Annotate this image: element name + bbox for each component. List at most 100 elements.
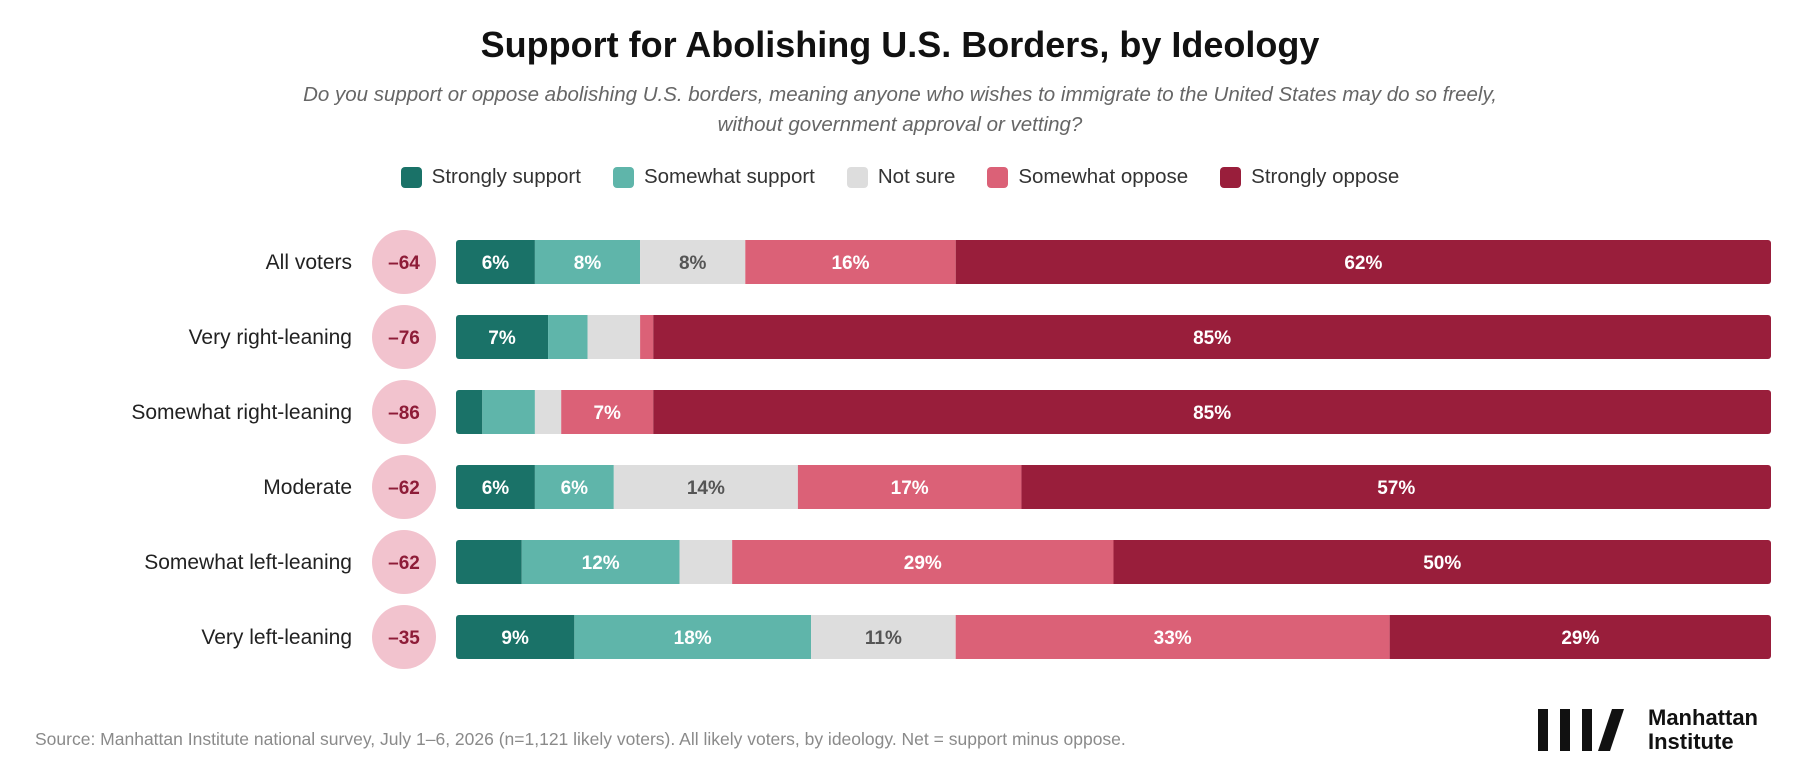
data-label-strongly-support: 7% (488, 328, 516, 349)
legend-label-not-sure: Not sure (877, 165, 956, 188)
source-note: Source: Manhattan Institute national sur… (35, 729, 1126, 749)
four-slash-bars-icon (1538, 709, 1624, 751)
data-label-strongly-support: 6% (482, 253, 510, 274)
bar-segment-somewhat-oppose (640, 315, 654, 359)
bar-segment-strongly-oppose (955, 240, 1771, 284)
legend-item-somewhat-oppose: Somewhat oppose (987, 165, 1188, 189)
category-label: Very left-leaning (201, 626, 352, 649)
net-value-label: –64 (388, 253, 420, 274)
bar-segment-somewhat-support (534, 465, 614, 509)
net-badge (372, 455, 436, 519)
legend-label-strongly-support: Strongly support (431, 165, 581, 188)
data-label-somewhat-oppose: 7% (593, 403, 621, 424)
data-label-somewhat-oppose: 17% (891, 478, 929, 499)
manhattan-institute-logo: Manhattan Institute (1538, 706, 1758, 754)
category-label: Somewhat right-leaning (131, 401, 352, 424)
bar-segment-somewhat-oppose (745, 240, 956, 284)
data-label-not-sure: 14% (687, 478, 725, 499)
bar-segment-somewhat-oppose (561, 390, 654, 434)
legend-label-strongly-oppose: Strongly oppose (1251, 165, 1400, 188)
data-label-strongly-oppose: 57% (1377, 478, 1415, 499)
data-label-strongly-support: 9% (501, 628, 529, 649)
bar-segment-strongly-oppose (1021, 465, 1771, 509)
legend-item-strongly-support: Strongly support (400, 165, 581, 189)
data-label-strongly-oppose: 85% (1193, 403, 1231, 424)
net-badge (372, 305, 436, 369)
net-badge (372, 380, 436, 444)
chart-legend: Strongly support Somewhat support Not su… (0, 165, 1800, 189)
bar-segment-not-sure (640, 240, 746, 284)
bar-segment-strongly-oppose (653, 390, 1771, 434)
legend-item-strongly-oppose: Strongly oppose (1220, 165, 1399, 189)
logo-text: Manhattan Institute (1648, 706, 1758, 754)
bar-segment-somewhat-oppose (732, 540, 1114, 584)
bar-row-moderate: Moderate –62 6% 6% 14% 17% 57% (263, 455, 1771, 519)
legend-swatch-not-sure (846, 166, 868, 188)
bar-segment-somewhat-oppose (955, 615, 1390, 659)
net-value-label: –62 (388, 478, 420, 499)
bar-row-very-left-leaning: Very left-leaning –35 9% 18% 11% 33% 29% (201, 605, 1771, 669)
bar-row-somewhat-left-leaning: Somewhat left-leaning –62 12% 29% 50% (144, 530, 1771, 594)
data-label-somewhat-support: 12% (582, 553, 620, 574)
legend-swatch-somewhat-oppose (987, 166, 1009, 188)
bar-segment-not-sure (587, 315, 641, 359)
legend-swatch-strongly-support (400, 166, 422, 188)
bar-row-all-voters: All voters –64 6% 8% 8% 16% 62% (266, 230, 1771, 294)
net-badge (372, 530, 436, 594)
bar-segment-not-sure (534, 390, 562, 434)
legend-label-somewhat-support: Somewhat support (643, 165, 815, 188)
bar-segment-somewhat-support (534, 240, 641, 284)
legend-item-not-sure: Not sure (846, 165, 956, 189)
data-label-not-sure: 11% (865, 628, 902, 649)
logo-line-2: Institute (1648, 729, 1734, 754)
bar-segment-somewhat-oppose (797, 465, 1022, 509)
data-label-somewhat-oppose: 33% (1154, 628, 1192, 649)
bar-segment-strongly-support (456, 240, 535, 284)
legend-label-somewhat-oppose: Somewhat oppose (1018, 165, 1189, 188)
logo-line-1: Manhattan (1648, 705, 1758, 730)
bar-segment-not-sure (613, 465, 798, 509)
data-label-somewhat-support: 6% (561, 478, 589, 499)
bar-segment-not-sure (679, 540, 733, 584)
data-label-strongly-support: 6% (482, 478, 510, 499)
bar-segment-strongly-support (456, 390, 483, 434)
chart-subtitle: Do you support or oppose abolishing U.S.… (250, 80, 1550, 140)
bar-segment-not-sure (811, 615, 956, 659)
bar-segment-strongly-oppose (653, 315, 1771, 359)
data-label-not-sure: 8% (679, 253, 707, 274)
bar-segment-strongly-support (456, 465, 535, 509)
bar-segment-somewhat-support (548, 315, 588, 359)
bar-segment-strongly-support (456, 540, 522, 584)
data-label-somewhat-oppose: 29% (904, 553, 942, 574)
net-value-label: –35 (388, 628, 420, 649)
category-label: Somewhat left-leaning (144, 551, 352, 574)
bar-segment-strongly-support (456, 315, 549, 359)
category-label: All voters (266, 251, 352, 274)
bar-segment-somewhat-support (521, 540, 680, 584)
data-label-strongly-oppose: 62% (1344, 253, 1382, 274)
net-badge (372, 230, 436, 294)
net-value-label: –62 (388, 553, 420, 574)
data-label-strongly-oppose: 85% (1193, 328, 1231, 349)
data-label-somewhat-support: 18% (674, 628, 712, 649)
bar-row-very-right-leaning: Very right-leaning –76 7% 85% (189, 305, 1771, 369)
bar-segment-strongly-support (456, 615, 575, 659)
data-label-somewhat-support: 8% (574, 253, 602, 274)
legend-swatch-strongly-oppose (1220, 166, 1242, 188)
data-label-somewhat-oppose: 16% (831, 253, 869, 274)
subtitle-line-1: Do you support or oppose abolishing U.S.… (303, 83, 1497, 106)
category-label: Moderate (263, 476, 352, 499)
category-label: Very right-leaning (189, 326, 352, 349)
subtitle-line-2: without government approval or vetting? (717, 113, 1083, 136)
data-label-strongly-oppose: 29% (1561, 628, 1599, 649)
data-label-strongly-oppose: 50% (1423, 553, 1461, 574)
net-badge (372, 605, 436, 669)
bar-segment-strongly-oppose (1113, 540, 1771, 584)
legend-item-somewhat-support: Somewhat support (612, 165, 815, 189)
stacked-bar-chart: All voters –64 6% 8% 8% 16% 62% Very right-lean… (131, 230, 1771, 669)
bar-segment-strongly-oppose (1389, 615, 1771, 659)
bar-segment-somewhat-support (574, 615, 812, 659)
bar-segment-somewhat-support (482, 390, 535, 434)
legend-swatch-somewhat-support (612, 166, 634, 188)
